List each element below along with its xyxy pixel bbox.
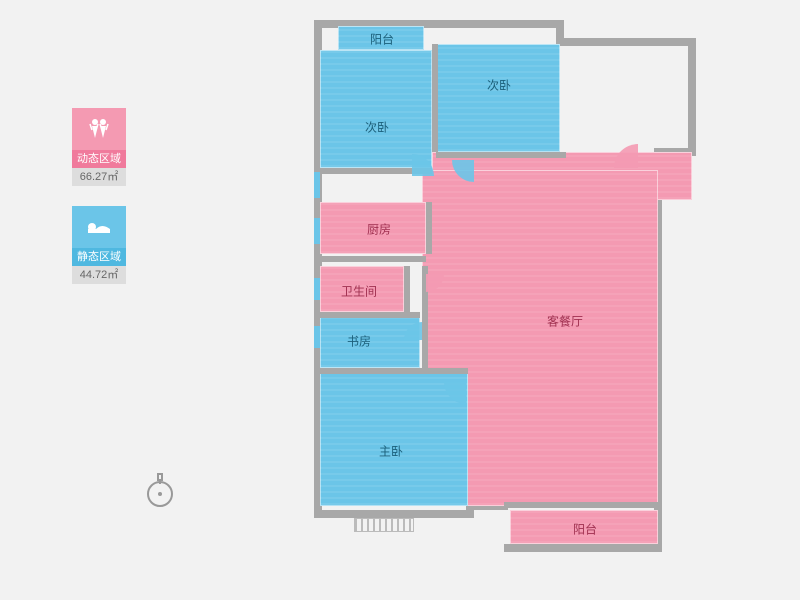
window-slit — [314, 278, 320, 300]
wall-segment — [314, 510, 474, 518]
window-slit — [314, 172, 320, 198]
wall-segment — [560, 38, 696, 46]
interior-wall — [426, 202, 432, 254]
people-icon — [72, 108, 126, 150]
floorplan: 客餐厅阳台次卧次卧厨房卫生间书房主卧阳台 — [298, 20, 708, 560]
legend-dynamic-label: 动态区域 — [72, 150, 126, 168]
room-label-living: 客餐厅 — [547, 313, 583, 330]
room-kitchen: 厨房 — [320, 202, 426, 254]
room-label-bathroom: 卫生间 — [341, 283, 377, 300]
interior-wall — [320, 312, 420, 318]
door-arc — [390, 154, 434, 198]
room-balcony_bot: 阳台 — [510, 510, 658, 544]
room-label-bedroom2_l: 次卧 — [365, 119, 389, 136]
room-label-study: 书房 — [347, 333, 371, 350]
wall-segment — [688, 44, 696, 156]
wall-segment — [556, 20, 564, 46]
room-label-kitchen: 厨房 — [367, 221, 391, 238]
legend-static-value: 44.72㎡ — [72, 266, 126, 284]
room-balcony_top: 阳台 — [338, 26, 424, 50]
room-label-bedroom2_r: 次卧 — [487, 77, 511, 94]
legend-static: 静态区域 44.72㎡ — [72, 206, 126, 284]
interior-wall — [432, 44, 438, 152]
legend-dynamic: 动态区域 66.27㎡ — [72, 108, 126, 186]
window-slit — [314, 326, 320, 348]
sleep-icon — [72, 206, 126, 248]
room-label-master: 主卧 — [379, 443, 403, 460]
room-bedroom2_l: 次卧 — [320, 50, 432, 168]
room-label-balcony_bot: 阳台 — [573, 521, 597, 538]
door-arc — [452, 138, 496, 182]
room-label-balcony_top: 阳台 — [370, 31, 394, 48]
door-arc — [614, 144, 662, 192]
wall-segment — [504, 544, 662, 552]
interior-wall — [504, 502, 662, 508]
door-arc — [444, 360, 488, 404]
legend: 动态区域 66.27㎡ 静态区域 44.72㎡ — [72, 108, 132, 304]
room-bathroom: 卫生间 — [320, 266, 404, 312]
legend-dynamic-value: 66.27㎡ — [72, 168, 126, 186]
room-bedroom2_r: 次卧 — [436, 44, 560, 152]
door-arc — [404, 322, 440, 358]
floor-hatch — [354, 518, 414, 532]
legend-static-label: 静态区域 — [72, 248, 126, 266]
door-arc — [408, 256, 444, 292]
compass-icon — [140, 470, 180, 510]
window-slit — [314, 218, 320, 244]
